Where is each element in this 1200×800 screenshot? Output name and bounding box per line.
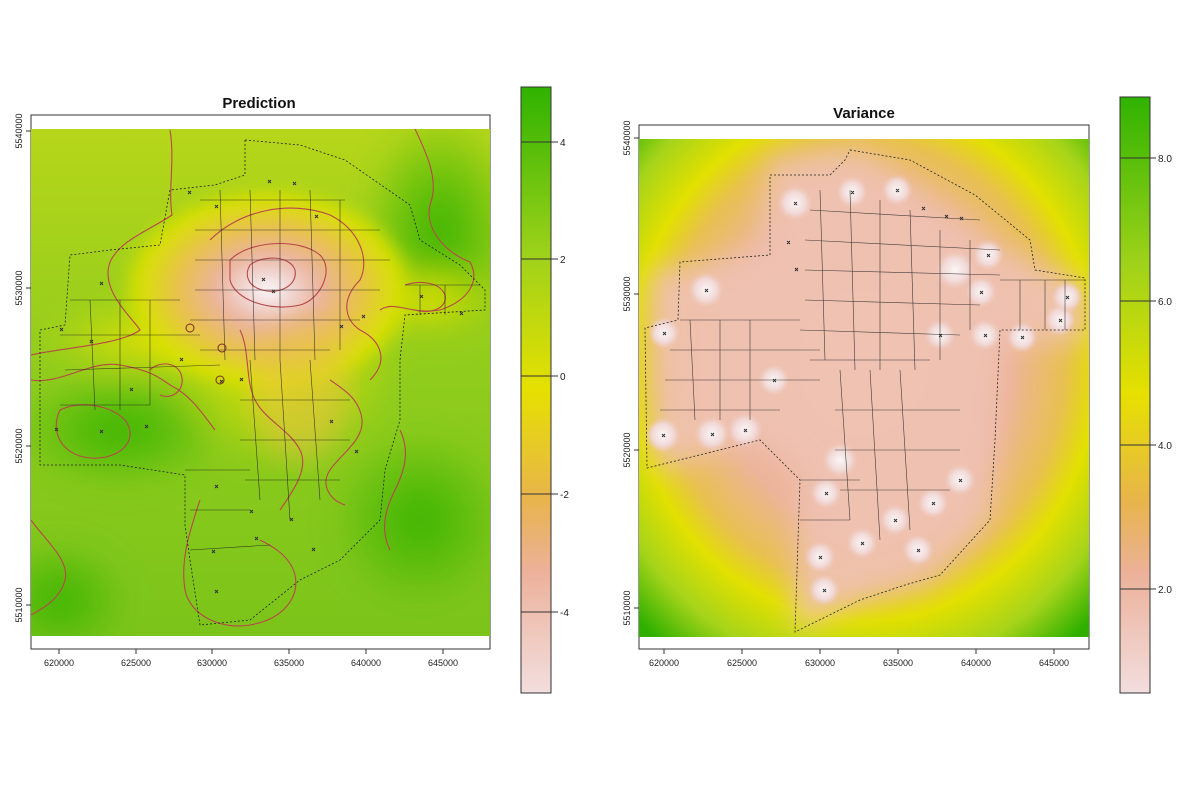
variance-y-tick: 5510000 — [622, 590, 632, 625]
prediction-sample-points — [54, 179, 464, 594]
variance-colorbar — [1119, 96, 1151, 694]
variance-sample-points — [661, 188, 1070, 593]
prediction-y-tick: 5510000 — [14, 587, 24, 622]
prediction-x-tick: 620000 — [44, 658, 74, 668]
variance-x-axis — [663, 649, 1055, 654]
prediction-x-tick: 630000 — [197, 658, 227, 668]
variance-y-tick: 5520000 — [622, 432, 632, 467]
prediction-colorbar-ticks — [521, 141, 558, 613]
prediction-y-tick: 5530000 — [14, 270, 24, 305]
prediction-x-tick: 640000 — [351, 658, 381, 668]
prediction-hotspot-markers — [185, 323, 227, 385]
prediction-panel: Prediction — [14, 86, 569, 694]
prediction-x-tick: 625000 — [121, 658, 151, 668]
variance-x-tick: 645000 — [1039, 658, 1069, 668]
prediction-x-tick: 635000 — [274, 658, 304, 668]
prediction-x-tick: 645000 — [428, 658, 458, 668]
prediction-contours — [31, 129, 475, 627]
prediction-colorbar-label: 0 — [560, 372, 566, 383]
variance-x-tick: 640000 — [961, 658, 991, 668]
variance-y-tick: 5540000 — [622, 120, 632, 155]
prediction-raster — [31, 129, 490, 636]
variance-title: Variance — [833, 105, 895, 122]
prediction-title: Prediction — [222, 95, 295, 112]
variance-panel: Variance — [622, 96, 1172, 694]
variance-colorbar-ticks — [1120, 157, 1156, 590]
variance-raster — [639, 139, 1089, 637]
prediction-y-tick: 5540000 — [14, 113, 24, 148]
prediction-colorbar-label: -4 — [560, 608, 569, 619]
variance-x-tick: 630000 — [805, 658, 835, 668]
variance-district-outline — [644, 149, 1086, 633]
prediction-y-axis — [26, 130, 31, 606]
prediction-district-lines — [60, 189, 480, 551]
variance-colorbar-label: 2.0 — [1158, 585, 1172, 596]
prediction-colorbar — [520, 86, 552, 694]
variance-colorbar-label: 8.0 — [1158, 154, 1172, 165]
variance-district-lines — [660, 189, 1085, 541]
prediction-district-outline — [39, 139, 486, 626]
variance-colorbar-label: 6.0 — [1158, 297, 1172, 308]
variance-colorbar-label: 4.0 — [1158, 441, 1172, 452]
prediction-x-axis — [58, 649, 444, 654]
prediction-y-tick: 5520000 — [14, 428, 24, 463]
prediction-colorbar-label: 2 — [560, 255, 566, 266]
variance-x-tick: 620000 — [649, 658, 679, 668]
variance-y-axis — [634, 137, 639, 609]
variance-x-tick: 625000 — [727, 658, 757, 668]
variance-y-tick: 5530000 — [622, 276, 632, 311]
variance-x-tick: 635000 — [883, 658, 913, 668]
prediction-colorbar-label: -2 — [560, 490, 569, 501]
prediction-colorbar-label: 4 — [560, 138, 566, 149]
